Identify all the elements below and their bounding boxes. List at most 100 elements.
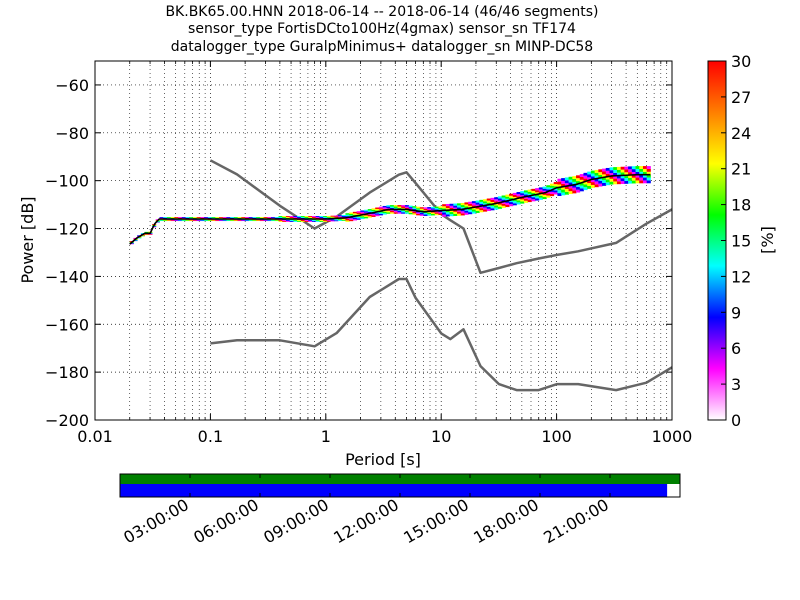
ppsd-cell	[520, 197, 525, 200]
ppsd-cell	[412, 206, 417, 208]
ppsd-cell	[642, 180, 648, 184]
ppsd-cell	[568, 191, 573, 195]
ppsd-cell	[397, 212, 402, 214]
ppsd-cell	[561, 189, 566, 193]
ppsd-cell	[602, 174, 607, 178]
ppsd-cell	[393, 206, 398, 208]
ppsd-cell	[468, 207, 473, 211]
ppsd-cell	[494, 201, 499, 204]
ppsd-cell	[497, 206, 503, 209]
ppsd-cell	[419, 214, 424, 216]
ppsd-cell	[520, 195, 525, 198]
ppsd-cell	[245, 220, 250, 222]
ppsd-cell	[140, 235, 146, 237]
ppsd-cell	[490, 197, 495, 200]
ppsd-cell	[501, 203, 506, 206]
x-tick-label: 0.1	[198, 427, 223, 446]
ppsd-cell	[587, 171, 592, 175]
ppsd-cell	[364, 216, 369, 219]
ppsd-cell	[133, 239, 138, 241]
ppsd-cell	[390, 212, 395, 214]
ppsd-cell	[189, 217, 194, 219]
ppsd-cell	[453, 213, 458, 216]
ppsd-cell	[531, 199, 536, 202]
ppsd-cell	[412, 207, 417, 210]
x-tick-label: 10	[431, 427, 451, 446]
x-tick-label: 1	[321, 427, 331, 446]
ppsd-cell	[341, 215, 346, 216]
ppsd-cell	[263, 217, 268, 218]
ppsd-cell	[631, 171, 636, 175]
ppsd-cell	[635, 180, 640, 184]
ppsd-cell	[311, 219, 317, 221]
ppsd-cell	[267, 217, 272, 219]
ppsd-cell	[408, 207, 413, 209]
ppsd-cell	[449, 214, 454, 217]
coverage-timeline: 03:00:0006:00:0009:00:0012:00:0015:00:00…	[119, 473, 681, 547]
ppsd-cell	[642, 168, 648, 172]
ppsd-cell	[196, 220, 201, 222]
ppsd-cell	[445, 210, 450, 213]
ppsd-cell	[605, 170, 610, 174]
ppsd-cell	[527, 200, 532, 203]
ppsd-cell	[215, 217, 220, 219]
ppsd-cell	[219, 219, 224, 221]
ppsd-cell	[278, 216, 283, 218]
ppsd-cell	[419, 212, 424, 215]
ppsd-cell	[453, 205, 458, 208]
ppsd-cell	[583, 172, 588, 176]
ppsd-cell	[486, 208, 491, 211]
ppsd-cell	[624, 166, 629, 170]
ppsd-cell	[274, 217, 279, 218]
ppsd-cell	[192, 219, 198, 221]
ppsd-cell	[646, 180, 651, 184]
ppsd-cell	[598, 175, 603, 178]
ppsd-cell	[505, 196, 510, 199]
ppsd-cell	[170, 220, 175, 222]
ppsd-cell	[464, 212, 469, 215]
ppsd-cell	[445, 208, 450, 211]
ppsd-cell	[471, 203, 477, 206]
ppsd-cell	[159, 219, 164, 221]
ppsd-cell	[293, 216, 298, 218]
ppsd-cell	[181, 217, 186, 219]
ppsd-cell	[561, 192, 566, 196]
ppsd-cell	[319, 219, 324, 221]
ppsd-cell	[631, 166, 636, 170]
ppsd-cell	[460, 213, 465, 216]
ppsd-cell	[479, 210, 484, 213]
timeline-tick-label: 18:00:00	[470, 495, 542, 547]
colorbar-tick-label: 12	[731, 267, 751, 286]
ppsd-cell	[393, 210, 398, 213]
ppsd-cell	[449, 205, 454, 208]
ppsd-cell	[494, 207, 499, 210]
timeline-tick-label: 12:00:00	[330, 495, 402, 547]
ppsd-cell	[267, 219, 272, 221]
ppsd-cell	[483, 199, 488, 202]
ppsd-cell	[628, 177, 633, 181]
ppsd-cell	[315, 217, 320, 219]
ppsd-cell	[590, 182, 596, 185]
ppsd-cell	[140, 235, 146, 236]
ppsd-cell	[609, 173, 614, 176]
ppsd-cell	[620, 169, 625, 173]
ppsd-cell	[397, 210, 402, 213]
ppsd-cell	[345, 220, 350, 222]
ppsd-cell	[196, 217, 201, 218]
ppsd-cell	[453, 203, 458, 206]
ppsd-cell	[248, 219, 253, 221]
ppsd-cell	[423, 214, 428, 216]
ppsd-cell	[624, 169, 629, 173]
ppsd-cell	[416, 212, 421, 214]
ppsd-cell	[319, 216, 324, 218]
ppsd-cell	[241, 220, 246, 222]
ppsd-cell	[412, 213, 417, 215]
ppsd-cell	[326, 215, 331, 217]
ppsd-cell	[297, 217, 302, 219]
ppsd-cell	[594, 181, 599, 185]
ppsd-cell	[512, 192, 517, 195]
ppsd-cell	[274, 220, 279, 222]
ppsd-cell	[438, 213, 443, 215]
ppsd-cell	[613, 178, 618, 182]
ppsd-cell	[360, 211, 365, 214]
